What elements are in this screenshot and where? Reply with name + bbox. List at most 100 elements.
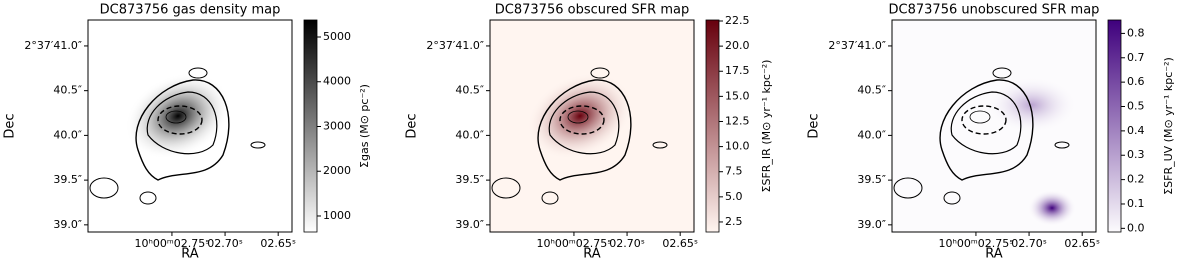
x-axis-label: RA bbox=[985, 247, 1003, 262]
colorbar-label: Σgas (M⊙ pc⁻²) bbox=[358, 84, 371, 168]
colorbar-tick-label: 10.0 bbox=[725, 140, 750, 153]
y-axis-label: Dec bbox=[3, 113, 18, 138]
x-tick-label: 02.70ˢ bbox=[207, 237, 243, 250]
colorbar-tick-label: 22.5 bbox=[725, 14, 750, 27]
colorbar bbox=[705, 19, 720, 233]
contour bbox=[157, 105, 203, 135]
x-tick-label: 02.70ˢ bbox=[609, 237, 645, 250]
y-tick-label: 40.0″ bbox=[857, 128, 886, 141]
contour bbox=[961, 105, 1007, 135]
y-tick-label: 39.0″ bbox=[53, 218, 82, 231]
map-emission bbox=[125, 72, 231, 160]
colorbar-tick-label: 15.0 bbox=[725, 89, 750, 102]
contour bbox=[139, 191, 157, 205]
panel: DC873756 unobscured SFR map10ʰ00ᵐ02.75ˢ0… bbox=[807, 3, 1176, 262]
colorbar-tick-label: 3000 bbox=[323, 119, 351, 132]
contour bbox=[250, 141, 266, 149]
colorbar-label: ΣSFR_UV (M⊙ yr⁻¹ kpc⁻²) bbox=[1162, 57, 1175, 195]
y-tick-label: 39.5″ bbox=[455, 173, 484, 186]
colorbar-tick-label: 4000 bbox=[323, 75, 351, 88]
axes-frame bbox=[87, 19, 293, 233]
colorbar-tick-label: 0.3 bbox=[1127, 148, 1145, 161]
colorbar-tick-label: 2000 bbox=[323, 164, 351, 177]
map-emission bbox=[1028, 190, 1076, 226]
colorbar-tick-label: 0.6 bbox=[1127, 75, 1145, 88]
axes-frame bbox=[489, 19, 695, 233]
y-tick-label: 40.0″ bbox=[53, 128, 82, 141]
contour bbox=[943, 191, 961, 205]
y-axis-label: Dec bbox=[807, 113, 822, 138]
colorbar-label: ΣSFR_IR (M⊙ yr⁻¹ kpc⁻²) bbox=[760, 60, 773, 193]
y-tick-label: 39.0″ bbox=[857, 218, 886, 231]
y-tick-label: 40.5″ bbox=[455, 84, 484, 97]
colorbar-tick-label: 0.8 bbox=[1127, 26, 1145, 39]
panel: DC873756 obscured SFR map10ʰ00ᵐ02.75ˢ02.… bbox=[405, 3, 774, 262]
panel-title: DC873756 unobscured SFR map bbox=[889, 3, 1100, 18]
colorbar-tick-label: 12.5 bbox=[725, 114, 750, 127]
x-axis-label: RA bbox=[181, 247, 199, 262]
y-tick-label: 2°37′41.0″ bbox=[426, 39, 484, 52]
contour bbox=[165, 110, 187, 124]
y-tick-label: 40.5″ bbox=[53, 84, 82, 97]
x-tick-label: 02.65ˢ bbox=[260, 237, 296, 250]
contour bbox=[590, 67, 610, 79]
contours bbox=[537, 67, 668, 205]
x-tick-label: 02.70ˢ bbox=[1011, 237, 1047, 250]
colorbar-tick-label: 20.0 bbox=[725, 39, 750, 52]
contour bbox=[652, 141, 668, 149]
contour bbox=[135, 79, 230, 181]
y-tick-label: 2°37′41.0″ bbox=[828, 39, 886, 52]
contour bbox=[939, 79, 1034, 181]
contours bbox=[939, 67, 1070, 205]
colorbar-tick-label: 0.1 bbox=[1127, 197, 1145, 210]
contour bbox=[541, 191, 559, 205]
x-tick-label: 02.65ˢ bbox=[662, 237, 698, 250]
axes-frame bbox=[891, 19, 1097, 233]
panel-title: DC873756 gas density map bbox=[100, 3, 281, 18]
contour bbox=[950, 91, 1022, 155]
colorbar-tick-label: 0.4 bbox=[1127, 124, 1145, 137]
colorbar-tick-label: 0.5 bbox=[1127, 100, 1145, 113]
contour bbox=[969, 110, 991, 124]
colorbar bbox=[303, 19, 318, 233]
contour bbox=[188, 67, 208, 79]
contour bbox=[1054, 141, 1070, 149]
colorbar-tick-label: 7.5 bbox=[725, 165, 743, 178]
colorbar-tick-label: 0.2 bbox=[1127, 173, 1145, 186]
map-emission bbox=[987, 77, 1077, 133]
beam bbox=[89, 177, 119, 199]
y-tick-label: 39.5″ bbox=[53, 173, 82, 186]
x-axis-label: RA bbox=[583, 247, 601, 262]
contour bbox=[992, 67, 1012, 79]
contour bbox=[567, 110, 589, 124]
contour bbox=[548, 91, 620, 155]
beam bbox=[491, 177, 521, 199]
colorbar-tick-label: 0.0 bbox=[1127, 221, 1145, 234]
x-tick-label: 10ʰ00ᵐ02.75ˢ bbox=[134, 237, 209, 250]
panel-title: DC873756 obscured SFR map bbox=[495, 3, 689, 18]
x-tick-label: 10ʰ00ᵐ02.75ˢ bbox=[938, 237, 1013, 250]
y-axis-label: Dec bbox=[405, 113, 420, 138]
colorbar-tick-label: 2.5 bbox=[725, 215, 743, 228]
colorbar-tick-label: 5.0 bbox=[725, 190, 743, 203]
y-tick-label: 2°37′41.0″ bbox=[24, 39, 82, 52]
contours bbox=[135, 67, 266, 205]
colorbar-tick-label: 17.5 bbox=[725, 64, 750, 77]
beam bbox=[893, 177, 923, 199]
colorbar-tick-label: 5000 bbox=[323, 30, 351, 43]
colorbar-tick-label: 0.7 bbox=[1127, 51, 1145, 64]
panel: DC873756 gas density map 10ʰ00ᵐ02.75ˢ02.7… bbox=[3, 3, 372, 262]
y-tick-label: 40.5″ bbox=[857, 84, 886, 97]
x-tick-label: 10ʰ00ᵐ02.75ˢ bbox=[536, 237, 611, 250]
y-tick-label: 39.0″ bbox=[455, 218, 484, 231]
y-tick-label: 40.0″ bbox=[455, 128, 484, 141]
contour bbox=[559, 105, 605, 135]
contour bbox=[537, 79, 632, 181]
y-tick-label: 39.5″ bbox=[857, 173, 886, 186]
contour bbox=[146, 91, 218, 155]
x-tick-label: 02.65ˢ bbox=[1064, 237, 1100, 250]
colorbar-tick-label: 1000 bbox=[323, 209, 351, 222]
map-emission bbox=[527, 72, 633, 160]
colorbar bbox=[1107, 19, 1122, 233]
